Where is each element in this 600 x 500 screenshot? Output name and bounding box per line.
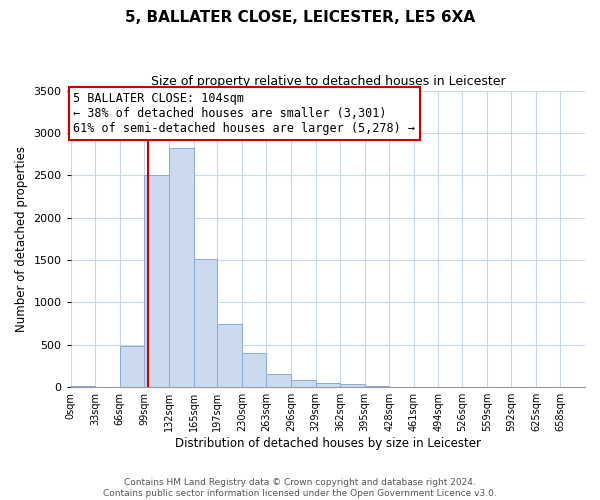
Bar (365, 386, 389, 387)
Bar (266, 374, 291, 387)
Title: Size of property relative to detached houses in Leicester: Size of property relative to detached ho… (151, 75, 505, 88)
Text: 5, BALLATER CLOSE, LEICESTER, LE5 6XA: 5, BALLATER CLOSE, LEICESTER, LE5 6XA (125, 10, 475, 25)
Bar (71, 386, 95, 387)
Bar (242, 354, 266, 387)
Bar (340, 384, 365, 387)
Bar (120, 346, 145, 387)
Text: Contains HM Land Registry data © Crown copyright and database right 2024.
Contai: Contains HM Land Registry data © Crown c… (103, 478, 497, 498)
Bar (316, 383, 340, 387)
Text: 5 BALLATER CLOSE: 104sqm
← 38% of detached houses are smaller (3,301)
61% of sem: 5 BALLATER CLOSE: 104sqm ← 38% of detach… (73, 92, 415, 135)
Bar (194, 259, 217, 387)
Y-axis label: Number of detached properties: Number of detached properties (15, 146, 28, 332)
X-axis label: Distribution of detached houses by size in Leicester: Distribution of detached houses by size … (175, 437, 481, 450)
Bar (291, 380, 316, 387)
Bar (169, 148, 194, 387)
Bar (145, 176, 169, 387)
Bar (217, 324, 242, 387)
